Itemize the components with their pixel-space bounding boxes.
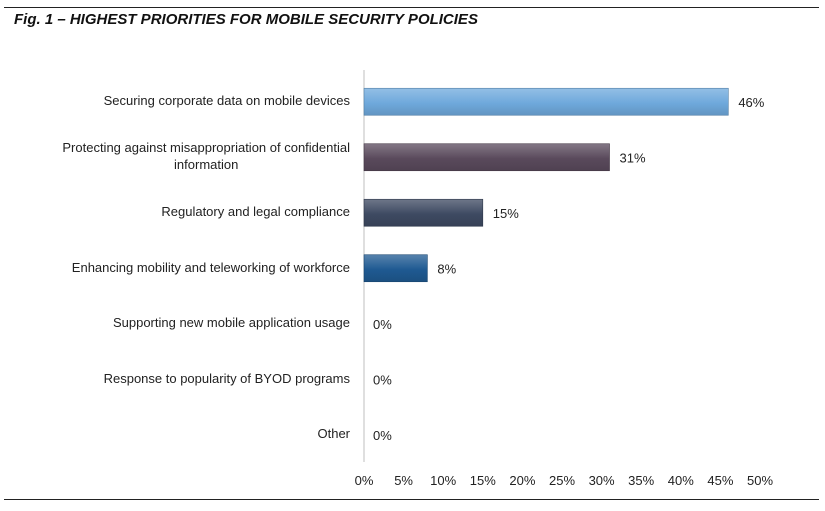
category-label: Regulatory and legal compliance — [161, 203, 350, 220]
x-tick-label: 5% — [394, 473, 413, 488]
category-label-line: Securing corporate data on mobile device… — [103, 93, 350, 109]
category-label: Response to popularity of BYOD programs — [104, 370, 350, 387]
figure-title: Fig. 1 – HIGHEST PRIORITIES FOR MOBILE S… — [14, 11, 478, 28]
x-tick-label: 0% — [355, 473, 374, 488]
x-tick-label: 30% — [589, 473, 615, 488]
bar — [363, 198, 484, 227]
category-label: Supporting new mobile application usage — [113, 314, 350, 331]
category-label-line: Other — [317, 426, 350, 442]
x-tick-label: 50% — [747, 473, 773, 488]
category-label: Enhancing mobility and teleworking of wo… — [72, 259, 350, 276]
category-label: Other — [317, 425, 350, 442]
data-label: 0% — [373, 372, 392, 387]
x-tick-label: 45% — [707, 473, 733, 488]
top-rule — [4, 7, 819, 8]
x-tick-label: 15% — [470, 473, 496, 488]
category-label-line: Enhancing mobility and teleworking of wo… — [71, 259, 350, 275]
bottom-rule — [4, 499, 819, 500]
bar — [363, 87, 729, 116]
category-label: Securing corporate data on mobile device… — [104, 92, 350, 109]
category-label-line: Regulatory and legal compliance — [161, 204, 350, 220]
x-tick-label: 40% — [668, 473, 694, 488]
bar — [363, 143, 610, 172]
data-label: 46% — [738, 95, 764, 110]
category-label-line: information — [174, 157, 239, 173]
data-label: 31% — [620, 150, 646, 165]
category-label: Protecting against misappropriation of c… — [62, 139, 350, 173]
category-label-line: Protecting against misappropriation of c… — [62, 140, 350, 156]
x-tick-label: 25% — [549, 473, 575, 488]
data-label: 0% — [373, 428, 392, 443]
category-label-line: Response to popularity of BYOD programs — [103, 370, 350, 386]
x-tick-label: 35% — [628, 473, 654, 488]
x-tick-label: 20% — [509, 473, 535, 488]
x-tick-label: 10% — [430, 473, 456, 488]
data-label: 8% — [437, 261, 456, 276]
bar — [363, 254, 428, 283]
data-label: 15% — [493, 206, 519, 221]
category-label-line: Supporting new mobile application usage — [112, 315, 350, 331]
data-label: 0% — [373, 317, 392, 332]
